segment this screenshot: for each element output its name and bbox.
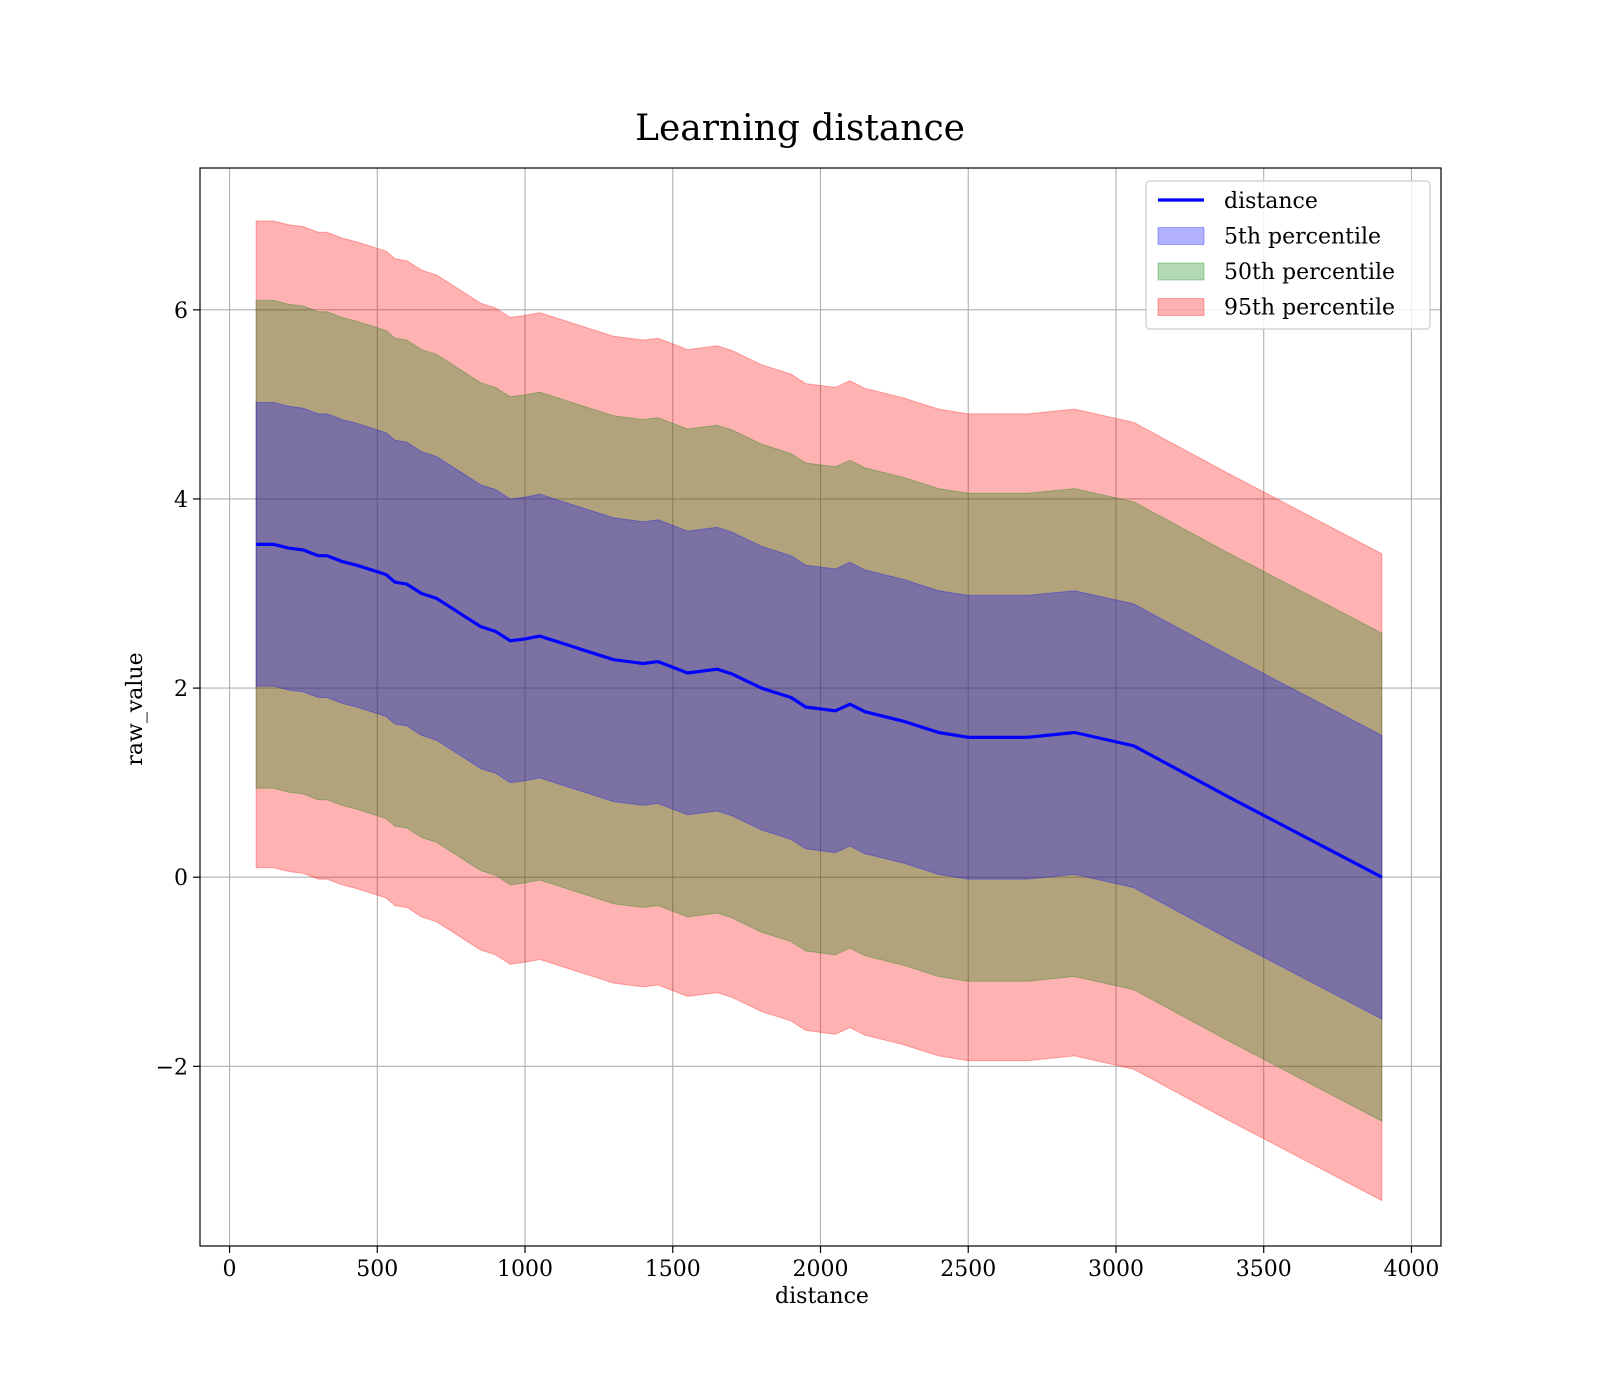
percentile-bands <box>255 220 1383 1202</box>
legend-entry-label: 50th percentile <box>1224 260 1395 285</box>
axis-ticks: 0 500 1000 1500 2000 2500 3000 3500 4000 −2 0 2 4 6 <box>156 299 1440 1282</box>
legend-entry-label: 5th percentile <box>1224 225 1381 250</box>
y-tick-label: 0 <box>174 866 188 891</box>
x-tick-label: 500 <box>356 1257 398 1282</box>
x-axis-label: distance <box>775 1284 869 1309</box>
x-tick-label: 0 <box>223 1257 237 1282</box>
band-5th-percentile <box>255 402 1383 1020</box>
x-tick-label: 4000 <box>1383 1257 1439 1282</box>
series-line-distance <box>256 542 1383 879</box>
x-tick-label: 1000 <box>497 1257 553 1282</box>
x-tick-label: 3000 <box>1088 1257 1144 1282</box>
x-tick-label: 2500 <box>940 1257 996 1282</box>
legend-swatch-band <box>1157 298 1205 316</box>
legend-swatch-band <box>1157 227 1205 245</box>
y-tick-label: 2 <box>174 677 188 702</box>
legend-swatch-band <box>1157 262 1205 281</box>
x-tick-label: 1500 <box>645 1257 701 1282</box>
x-tick-label: 3500 <box>1236 1257 1292 1282</box>
y-axis-label: raw_value <box>123 652 148 765</box>
band-95th-percentile <box>255 220 1383 1202</box>
grid <box>200 168 1441 1246</box>
x-tick-label: 2000 <box>793 1257 849 1282</box>
chart-title: Learning distance <box>635 108 965 149</box>
series-lines <box>256 542 1383 879</box>
band-50th-percentile <box>255 299 1383 1123</box>
y-tick-label: 4 <box>174 488 188 513</box>
y-tick-label: −2 <box>156 1055 188 1080</box>
legend-frame <box>1145 180 1431 330</box>
legend-entry-label: distance <box>1224 189 1318 214</box>
legend: distance 5th percentile 50th percentile 95t… <box>1145 180 1431 330</box>
y-tick-label: 6 <box>174 299 188 324</box>
legend-entry-label: 95th percentile <box>1224 296 1395 321</box>
